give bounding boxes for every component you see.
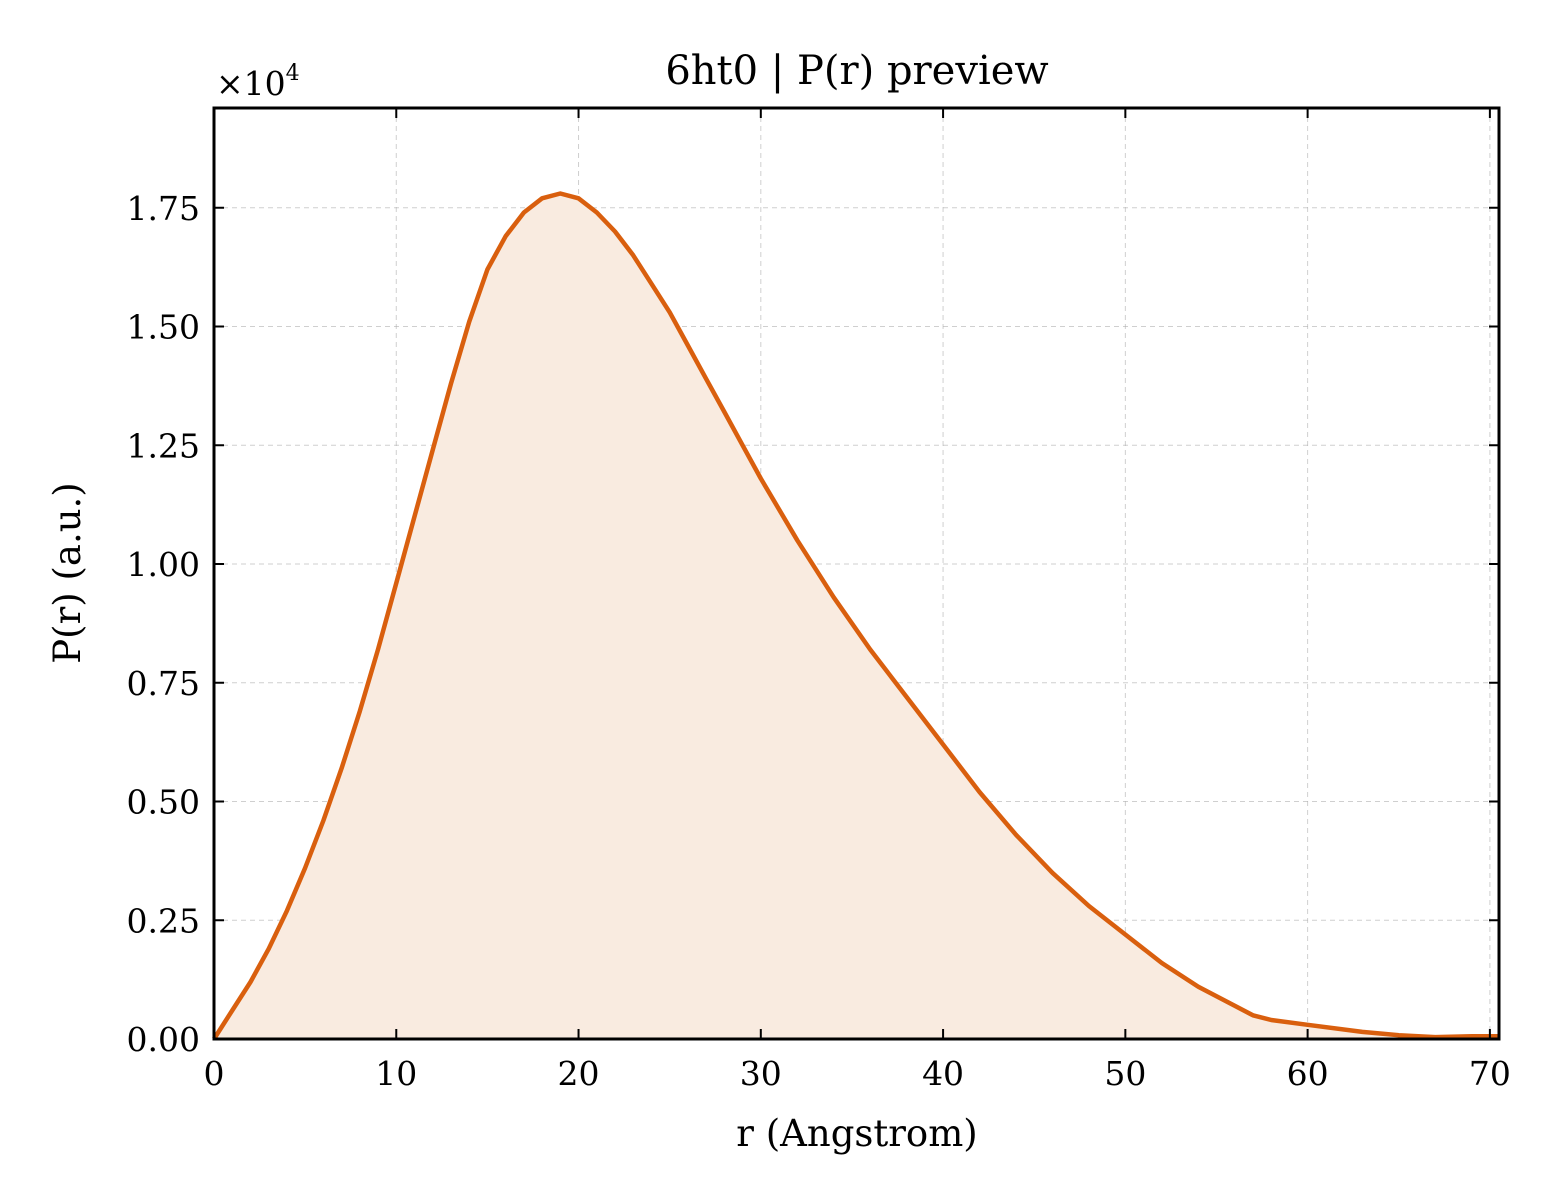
pr-curve-area (214, 193, 1499, 1039)
x-tick-label: 30 (740, 1054, 782, 1093)
x-axis-label: r (Angstrom) (736, 1112, 977, 1155)
plot-frame (212, 106, 1501, 1041)
y-tick-label: 0.25 (127, 901, 200, 940)
y-tick-label: 1.50 (127, 308, 200, 347)
x-tick-label: 10 (375, 1054, 417, 1093)
y-tick-label: 0.75 (127, 664, 200, 703)
x-tick-label: 50 (1104, 1054, 1146, 1093)
y-offset-label: ×104 (216, 61, 300, 103)
chart-title: 6ht0 | P(r) preview (665, 48, 1048, 94)
y-tick-label: 1.75 (127, 189, 200, 228)
x-tick-label: 40 (922, 1054, 964, 1093)
y-offset-base: ×10 (216, 64, 286, 103)
x-tick-label: 0 (204, 1054, 225, 1093)
x-tick-label: 20 (558, 1054, 600, 1093)
ticks: 0 10 20 30 40 50 60 70 0.00 0.25 0.50 0.75 1.00 1.25 1… (127, 108, 1511, 1093)
x-tick-label: 60 (1287, 1054, 1329, 1093)
y-offset-exponent: 4 (286, 61, 300, 86)
y-axis-label: P(r) (a.u.) (46, 482, 89, 664)
y-tick-label: 1.25 (127, 426, 200, 465)
y-tick-label: 0.00 (127, 1020, 200, 1059)
x-tick-label: 70 (1469, 1054, 1511, 1093)
pr-curve-line (212, 191, 1499, 1041)
y-tick-label: 0.50 (127, 783, 200, 822)
y-tick-label: 1.00 (127, 545, 200, 584)
